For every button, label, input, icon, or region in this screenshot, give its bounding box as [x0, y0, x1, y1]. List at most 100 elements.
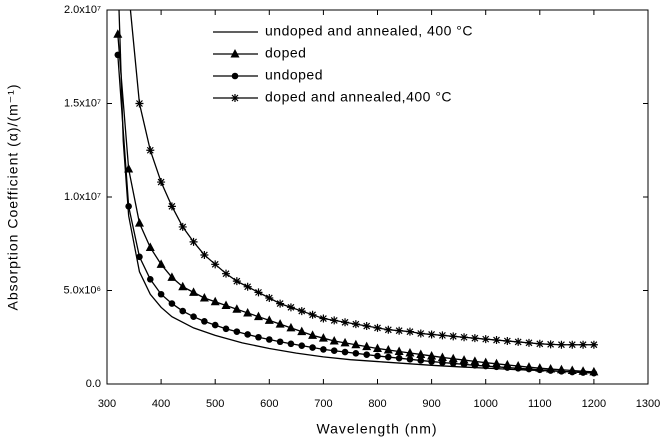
star-marker	[470, 334, 479, 343]
x-tick-label: 300	[98, 398, 116, 410]
circle-marker	[374, 352, 381, 360]
star-marker	[351, 320, 360, 329]
star-marker	[135, 99, 144, 108]
legend-marker	[230, 49, 240, 58]
circle-marker	[590, 369, 598, 377]
circle-marker	[514, 364, 522, 372]
star-marker	[167, 202, 176, 211]
x-tick-label: 1200	[582, 398, 606, 410]
x-tick-label: 900	[422, 398, 440, 410]
circle-marker	[330, 347, 338, 355]
circle-marker	[179, 307, 187, 315]
star-marker	[341, 318, 350, 327]
circle-marker	[298, 342, 306, 349]
star-marker	[286, 303, 295, 312]
plot-area	[113, 10, 599, 377]
star-marker	[254, 288, 263, 297]
triangle-marker	[362, 341, 372, 351]
triangle-marker	[351, 339, 361, 349]
triangle-marker	[373, 343, 382, 352]
x-tick-label: 600	[260, 398, 278, 410]
star-marker	[232, 277, 241, 286]
circle-marker	[244, 331, 251, 338]
circle-marker	[190, 313, 197, 320]
circle-marker	[568, 368, 576, 376]
y-tick-label: 0.0	[86, 378, 101, 390]
star-marker	[330, 316, 339, 325]
circle-marker	[406, 356, 414, 363]
star-marker	[449, 332, 458, 341]
legend-label: undoped	[265, 67, 323, 83]
circle-marker	[579, 369, 587, 376]
star-marker	[557, 340, 566, 349]
circle-marker	[363, 351, 370, 358]
star-marker	[146, 146, 155, 155]
triangle-marker	[264, 315, 274, 324]
star-marker	[178, 222, 187, 231]
triangle-marker	[275, 319, 285, 328]
circle-marker	[547, 367, 554, 374]
circle-marker	[525, 365, 533, 373]
triangle-marker	[113, 29, 123, 38]
star-marker	[514, 337, 523, 346]
x-tick-label: 1300	[636, 398, 660, 410]
legend-marker	[231, 72, 239, 80]
circle-marker	[439, 359, 446, 366]
circle-marker	[168, 300, 176, 307]
triangle-marker	[437, 352, 447, 361]
triangle-marker	[329, 335, 339, 345]
star-marker	[189, 237, 198, 246]
star-marker	[438, 331, 447, 340]
circle-marker	[428, 358, 435, 365]
legend-label: doped and annealed,400 °C	[265, 89, 452, 105]
circle-marker	[201, 318, 208, 325]
circle-marker	[558, 367, 565, 375]
circle-marker	[255, 333, 262, 341]
y-axis-label: Absorption Coefficient (α)/(m⁻¹)	[5, 84, 21, 311]
triangle-marker	[427, 350, 437, 360]
triangle-marker	[459, 355, 469, 364]
star-marker	[265, 293, 274, 302]
triangle-marker	[199, 292, 209, 302]
circle-marker	[395, 354, 403, 362]
triangle-marker	[297, 326, 307, 336]
triangle-marker	[189, 287, 199, 296]
triangle-marker	[405, 347, 415, 357]
circle-marker	[536, 366, 544, 374]
triangle-marker	[134, 218, 144, 227]
star-marker	[416, 329, 425, 338]
triangle-marker	[210, 296, 220, 306]
circle-marker	[493, 363, 500, 371]
star-marker	[362, 322, 371, 331]
circle-marker	[125, 203, 132, 210]
star-marker	[276, 299, 285, 308]
triangle-marker	[394, 346, 404, 355]
x-tick-label: 500	[206, 398, 224, 410]
circle-marker	[309, 344, 316, 351]
star-marker	[492, 336, 501, 345]
triangle-marker	[286, 322, 296, 332]
triangle-marker	[221, 300, 231, 309]
x-tick-label: 700	[314, 398, 332, 410]
triangle-marker	[232, 304, 242, 313]
circle-marker	[211, 321, 219, 329]
star-marker	[535, 339, 544, 348]
star-marker	[308, 310, 317, 319]
circle-marker	[136, 253, 143, 261]
circle-marker	[222, 325, 230, 333]
triangle-marker	[318, 333, 328, 342]
series-line	[129, 10, 594, 346]
circle-marker	[449, 360, 457, 367]
x-tick-label: 1000	[473, 398, 497, 410]
triangle-marker	[308, 330, 318, 339]
triangle-marker	[145, 242, 155, 251]
star-marker	[427, 330, 436, 339]
legend-label: undoped and annealed, 400 °C	[265, 23, 473, 39]
triangle-marker	[156, 259, 166, 268]
legend: undoped and annealed, 400 °C doped undoped…	[213, 23, 473, 105]
circle-marker	[504, 364, 511, 371]
star-marker	[568, 340, 577, 349]
x-tick-label: 400	[152, 398, 170, 410]
circle-marker	[460, 361, 468, 368]
x-tick-label: 800	[368, 398, 386, 410]
